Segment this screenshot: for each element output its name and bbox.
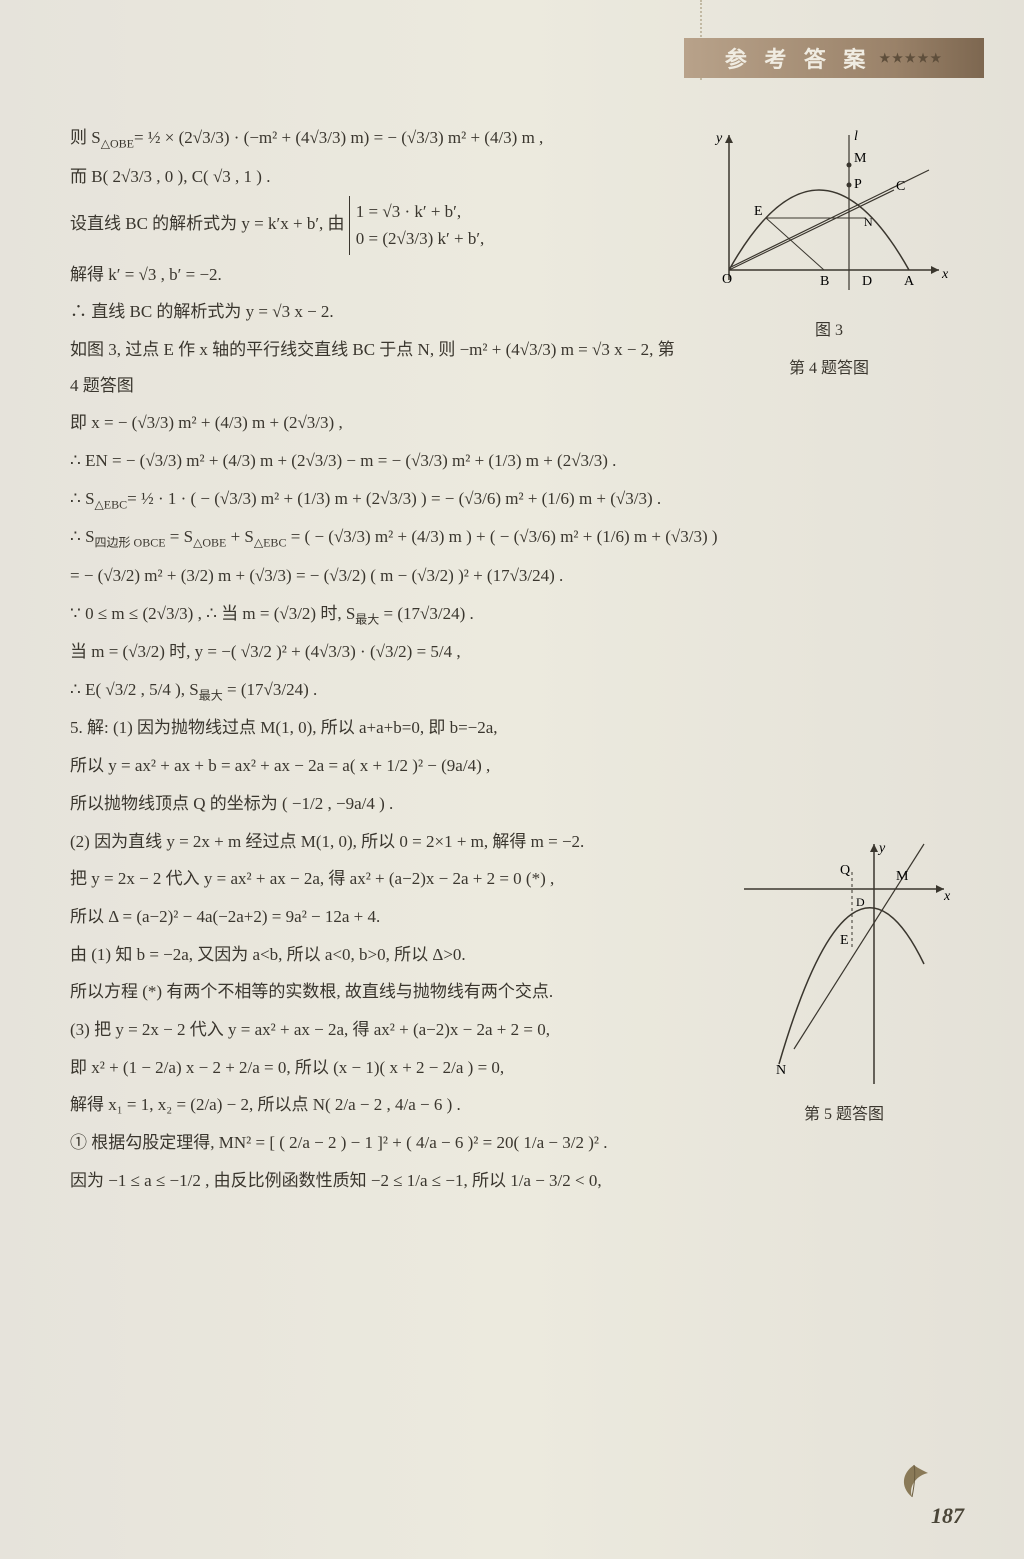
svg-text:P: P (854, 177, 862, 192)
figure-5-svg: y x Q M D E N (734, 834, 954, 1094)
svg-text:y: y (714, 131, 723, 146)
svg-text:C: C (896, 179, 905, 194)
math-line: 因为 −1 ≤ a ≤ −1/2 , 由反比例函数性质知 −2 ≤ 1/a ≤ … (70, 1163, 954, 1199)
figure-5-caption: 第 5 题答图 (734, 1098, 954, 1132)
math-line: 所以 y = ax² + ax + b = ax² + ax − 2a = a(… (70, 748, 954, 784)
math-line: ∴ S四边形 OBCE = S△OBE + S△EBC = ( − (√3/3)… (70, 519, 954, 556)
header-stars: ★★★★★ (879, 51, 943, 66)
content: O B D A x y l E M P C N 图 3 第 4 题答图 则 S△… (70, 120, 954, 1200)
svg-text:l: l (854, 129, 858, 144)
svg-text:D: D (862, 274, 872, 289)
math-line: 所以抛物线顶点 Q 的坐标为 ( −1/2 , −9a/4 ) . (70, 786, 954, 822)
math-line: 5. 解: (1) 因为抛物线过点 M(1, 0), 所以 a+a+b=0, 即… (70, 710, 954, 746)
math-line: ∴ S△EBC= ½ · 1 · ( − (√3/3) m² + (1/3) m… (70, 481, 954, 518)
svg-text:E: E (840, 933, 849, 948)
math-line: 即 x = − (√3/3) m² + (4/3) m + (2√3/3) , (70, 405, 954, 441)
math-line: 当 m = (√3/2) 时, y = −( √3/2 )² + (4√3/3)… (70, 634, 954, 670)
svg-text:D: D (856, 895, 865, 909)
svg-text:N: N (864, 215, 873, 229)
svg-text:A: A (904, 274, 915, 289)
header-title: 参 考 答 案 (725, 42, 872, 74)
svg-text:M: M (854, 151, 867, 166)
page-number: 187 (931, 1503, 964, 1529)
figure-3-caption-2: 第 4 题答图 (704, 352, 954, 386)
svg-text:M: M (896, 869, 909, 884)
svg-text:B: B (820, 274, 829, 289)
header-band: 参 考 答 案 ★★★★★ (684, 38, 984, 78)
math-line: ∵ 0 ≤ m ≤ (2√3/3) , ∴ 当 m = (√3/2) 时, S最… (70, 596, 954, 633)
figure-3-svg: O B D A x y l E M P C N (704, 120, 954, 310)
figure-3-caption-1: 图 3 (704, 314, 954, 348)
svg-text:x: x (943, 889, 951, 904)
svg-text:O: O (722, 272, 732, 287)
math-line: ∴ E( √3/2 , 5/4 ), S最大 = (17√3/24) . (70, 672, 954, 709)
svg-text:E: E (754, 204, 763, 219)
brace: 1 = √3 · k′ + b′, 0 = (2√3/3) k′ + b′, (349, 196, 485, 254)
svg-text:y: y (877, 841, 886, 856)
svg-text:Q: Q (840, 863, 850, 878)
svg-text:x: x (941, 267, 949, 282)
svg-text:N: N (776, 1063, 786, 1078)
figure-3: O B D A x y l E M P C N 图 3 第 4 题答图 (704, 120, 954, 385)
leaf-icon (894, 1463, 934, 1499)
math-line: = − (√3/2) m² + (3/2) m + (√3/3) = − (√3… (70, 558, 954, 594)
figure-5: y x Q M D E N 第 5 题答图 (734, 834, 954, 1132)
math-line: ∴ EN = − (√3/3) m² + (4/3) m + (2√3/3) −… (70, 443, 954, 479)
